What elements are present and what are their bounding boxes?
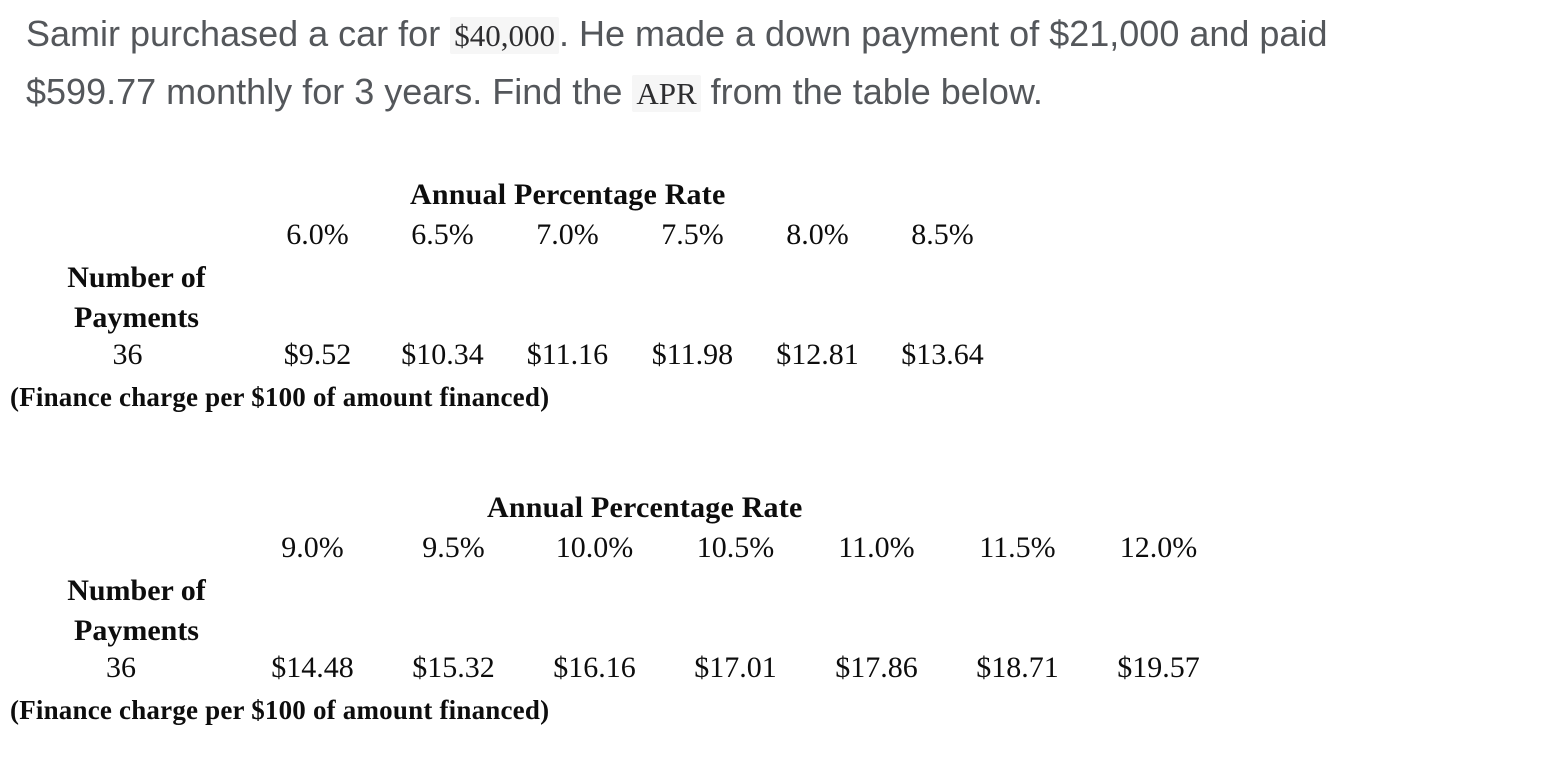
apr-table1-title: Annual Percentage Rate xyxy=(410,178,726,211)
row-label-line1: Number of xyxy=(67,574,206,607)
finance-charge-cell: $15.32 xyxy=(412,651,495,684)
rate-header-cell: 9.0% xyxy=(281,531,344,564)
payments-count-cell: 36 xyxy=(106,651,136,684)
problem-line1-end: . He made a down payment of $21,000 and … xyxy=(558,13,1328,54)
apr-table2-rate-header-row: 9.0% 9.5% 10.0% 10.5% 11.0% 11.5% 12.0% xyxy=(0,531,1229,565)
row-label-spacer xyxy=(0,531,242,565)
problem-statement: Samir purchased a car for $40,000. He ma… xyxy=(26,6,1526,122)
rate-header-cell: 10.0% xyxy=(555,531,634,564)
apr-table1-value-row: 36 $9.52 $10.34 $11.16 $11.98 $12.81 $13… xyxy=(0,338,1005,372)
rate-header-cell: 11.5% xyxy=(979,531,1056,564)
finance-charge-cell: $17.86 xyxy=(835,651,918,684)
apr-table2-title: Annual Percentage Rate xyxy=(487,491,803,524)
problem-line2-start: $599.77 monthly for 3 years. Find the xyxy=(26,71,633,112)
finance-charge-cell: $16.16 xyxy=(553,651,636,684)
rate-header-cell: 11.0% xyxy=(838,531,915,564)
finance-charge-cell: $19.57 xyxy=(1117,651,1200,684)
car-price-math: $40,000 xyxy=(450,17,559,54)
number-of-payments-label: Number of Payments xyxy=(18,571,255,651)
rate-header-cell: 8.0% xyxy=(786,218,849,251)
number-of-payments-label: Number of Payments xyxy=(18,258,255,338)
apr-table-9-to-12: Annual Percentage Rate 9.0% 9.5% 10.0% 1… xyxy=(0,313,1542,782)
finance-charge-cell: $17.01 xyxy=(694,651,777,684)
rate-header-cell: 10.5% xyxy=(696,531,775,564)
rate-header-cell: 12.0% xyxy=(1119,531,1198,564)
rate-header-cell: 8.5% xyxy=(911,218,974,251)
finance-charge-cell: $18.71 xyxy=(976,651,1059,684)
rate-header-cell: 9.5% xyxy=(422,531,485,564)
apr-table2-footnote: (Finance charge per $100 of amount finan… xyxy=(10,695,550,725)
finance-charge-cell: $9.52 xyxy=(283,338,352,371)
row-label-line1: Number of xyxy=(67,261,206,294)
row-label-line2: Payments xyxy=(74,614,199,647)
finance-charge-cell: $14.48 xyxy=(271,651,354,684)
apr-table-6-to-8_5: Annual Percentage Rate 6.0% 6.5% 7.0% 7.… xyxy=(0,178,1005,412)
finance-charge-cell: $11.98 xyxy=(651,338,734,371)
row-label-spacer xyxy=(0,218,255,252)
problem-line2-end: from the table below. xyxy=(700,71,1043,112)
apr-table1-footnote: (Finance charge per $100 of amount finan… xyxy=(10,382,550,412)
apr-table1-rate-header-row: 6.0% 6.5% 7.0% 7.5% 8.0% 8.5% xyxy=(0,218,1005,252)
rate-header-cell: 6.5% xyxy=(411,218,474,251)
rate-header-cell: 6.0% xyxy=(286,218,349,251)
problem-line1-start: Samir purchased a car for xyxy=(26,13,451,54)
finance-charge-cell: $12.81 xyxy=(776,338,859,371)
finance-charge-cell: $13.64 xyxy=(901,338,984,371)
finance-charge-cell: $10.34 xyxy=(401,338,484,371)
apr-table2-value-row: 36 $14.48 $15.32 $16.16 $17.01 $17.86 $1… xyxy=(0,651,1229,685)
row-label-line2: Payments xyxy=(74,301,199,334)
finance-charge-cell: $11.16 xyxy=(526,338,609,371)
payments-count-cell: 36 xyxy=(112,338,143,371)
rate-header-cell: 7.5% xyxy=(661,218,724,251)
apr-math: APR xyxy=(632,75,701,112)
rate-header-cell: 7.0% xyxy=(536,218,599,251)
